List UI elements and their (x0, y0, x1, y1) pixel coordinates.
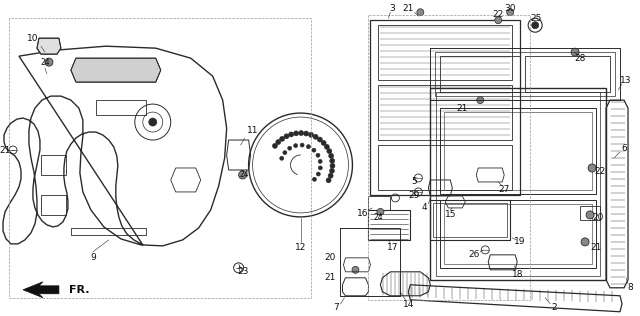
Circle shape (316, 172, 320, 176)
Text: 9: 9 (90, 253, 96, 262)
Polygon shape (37, 38, 61, 54)
Text: 24: 24 (374, 213, 383, 222)
Text: 25: 25 (531, 14, 542, 23)
Text: 28: 28 (575, 54, 586, 63)
Text: 23: 23 (237, 267, 248, 276)
Circle shape (294, 131, 299, 136)
Circle shape (312, 148, 316, 152)
Circle shape (586, 211, 594, 219)
Text: 4: 4 (422, 204, 427, 212)
Circle shape (276, 140, 281, 145)
Text: 21: 21 (325, 273, 336, 282)
Circle shape (313, 134, 318, 139)
Circle shape (289, 132, 294, 137)
Text: 22: 22 (595, 167, 605, 176)
Circle shape (326, 178, 331, 183)
Circle shape (417, 9, 424, 16)
Text: FR.: FR. (69, 285, 90, 295)
Circle shape (321, 140, 326, 145)
Text: 16: 16 (356, 210, 368, 218)
Text: 5: 5 (412, 178, 417, 186)
Text: 21: 21 (456, 104, 468, 112)
Circle shape (299, 131, 303, 136)
Circle shape (507, 9, 514, 16)
Circle shape (288, 146, 292, 150)
Text: 10: 10 (28, 34, 38, 43)
Circle shape (330, 163, 335, 168)
Text: 11: 11 (247, 125, 259, 135)
Polygon shape (23, 282, 59, 298)
Circle shape (571, 48, 579, 56)
Circle shape (317, 137, 323, 142)
Circle shape (495, 17, 502, 24)
Circle shape (308, 132, 314, 137)
Circle shape (307, 145, 310, 149)
Text: 30: 30 (504, 4, 516, 13)
Text: 8: 8 (627, 283, 633, 292)
Circle shape (312, 177, 316, 181)
Circle shape (294, 144, 298, 148)
Text: 29: 29 (409, 191, 420, 200)
Circle shape (318, 159, 322, 163)
Circle shape (532, 22, 539, 29)
Circle shape (148, 118, 157, 126)
Circle shape (329, 153, 333, 158)
Text: 21: 21 (0, 145, 11, 155)
Text: 24: 24 (40, 58, 50, 67)
Text: 14: 14 (403, 300, 414, 309)
Circle shape (316, 153, 320, 157)
Circle shape (300, 143, 304, 147)
Text: 26: 26 (468, 250, 480, 259)
Text: 15: 15 (445, 210, 456, 219)
Text: 20: 20 (325, 253, 336, 262)
Text: 13: 13 (620, 76, 632, 85)
Text: 19: 19 (515, 237, 526, 246)
Text: 27: 27 (499, 185, 510, 194)
Text: 3: 3 (390, 4, 396, 13)
Circle shape (377, 209, 384, 216)
Circle shape (303, 131, 308, 136)
Text: 21: 21 (590, 243, 602, 252)
Circle shape (330, 168, 335, 173)
Circle shape (273, 143, 277, 149)
Text: 24: 24 (240, 170, 250, 179)
Circle shape (581, 238, 589, 246)
Circle shape (328, 173, 333, 178)
Text: 12: 12 (295, 243, 306, 252)
Circle shape (283, 151, 287, 155)
Circle shape (588, 164, 596, 172)
Circle shape (330, 158, 335, 163)
Circle shape (284, 134, 289, 139)
Text: 6: 6 (621, 143, 627, 153)
Circle shape (327, 149, 332, 154)
Text: 7: 7 (333, 303, 339, 312)
Text: 20: 20 (593, 213, 604, 222)
Polygon shape (71, 58, 161, 82)
Circle shape (324, 144, 330, 149)
Text: 18: 18 (513, 270, 524, 279)
Circle shape (477, 97, 484, 104)
Circle shape (318, 166, 323, 170)
Text: 2: 2 (551, 303, 557, 312)
Circle shape (45, 58, 53, 66)
Text: 22: 22 (493, 10, 504, 19)
Circle shape (239, 171, 246, 179)
Circle shape (280, 137, 285, 141)
Circle shape (280, 156, 284, 160)
Text: 17: 17 (387, 243, 398, 252)
Circle shape (352, 266, 359, 273)
Text: 21: 21 (403, 4, 414, 13)
